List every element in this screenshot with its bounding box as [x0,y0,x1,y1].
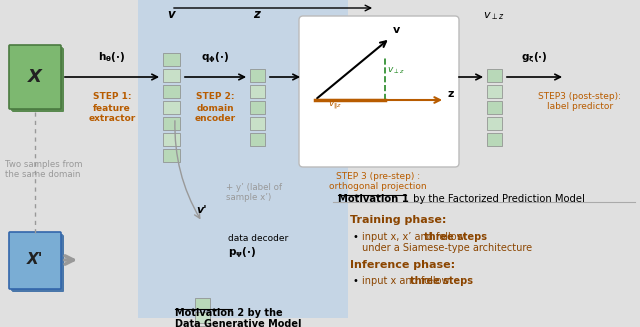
Text: three steps: three steps [410,276,473,286]
FancyBboxPatch shape [299,16,459,167]
Text: STEP 1:: STEP 1: [93,92,131,101]
Text: $v_{\perp z}$: $v_{\perp z}$ [387,65,404,76]
Bar [487,133,502,146]
Text: Data Generative Model: Data Generative Model [175,319,301,327]
Text: •: • [352,232,358,242]
Text: Inference phase:: Inference phase: [350,260,455,270]
FancyBboxPatch shape [9,232,61,289]
Bar [163,85,180,98]
Bar [250,133,265,146]
Text: v': v' [196,205,207,215]
Text: $\mathbf{h_\theta(\cdot)}$: $\mathbf{h_\theta(\cdot)}$ [99,50,125,64]
Text: v: v [167,8,175,21]
Text: Motivation 1: Motivation 1 [338,194,409,204]
Bar [487,117,502,130]
Text: Motivation 2 by the: Motivation 2 by the [175,308,283,318]
Text: STEP3 (post-step):: STEP3 (post-step): [538,92,621,101]
Bar [250,69,265,82]
FancyBboxPatch shape [12,48,64,112]
Text: $\mathbf{g_\xi(\cdot)}$: $\mathbf{g_\xi(\cdot)}$ [521,50,547,65]
Bar [163,101,180,114]
Text: X: X [28,68,42,86]
Text: Two samples from
the same domain: Two samples from the same domain [5,160,83,180]
Bar [163,53,180,66]
Text: STEP 2:: STEP 2: [196,92,234,101]
Text: + y’ (label of
sample x’): + y’ (label of sample x’) [226,183,282,202]
Text: orthogonal projection: orthogonal projection [329,182,427,191]
Text: •: • [352,276,358,286]
Text: encoder: encoder [195,114,236,123]
Bar [138,0,348,318]
FancyBboxPatch shape [12,235,64,292]
Text: by the Factorized Prediction Model: by the Factorized Prediction Model [410,194,585,204]
FancyBboxPatch shape [11,47,63,111]
Text: v: v [393,25,400,35]
Text: input x and follow: input x and follow [362,276,452,286]
Text: z: z [448,89,454,99]
Bar [163,117,180,130]
Text: extractor: extractor [88,114,136,123]
Bar [163,69,180,82]
Bar [195,312,210,323]
Text: $\mathbf{p_\psi(\cdot)}$: $\mathbf{p_\psi(\cdot)}$ [228,246,256,260]
Bar [163,149,180,162]
Text: STEP 3 (pre-step) :: STEP 3 (pre-step) : [336,172,420,181]
Bar [250,117,265,130]
Bar [487,69,502,82]
Text: $v_{\|z}$: $v_{\|z}$ [328,100,342,112]
Text: input x, x’ and follow: input x, x’ and follow [362,232,468,242]
Text: X': X' [27,252,43,267]
Bar [250,101,265,114]
Text: under a Siamese-type architecture: under a Siamese-type architecture [362,243,532,253]
Text: three steps: three steps [424,232,487,242]
Bar [487,85,502,98]
Bar [195,326,210,327]
Text: label predictor: label predictor [547,102,613,111]
FancyBboxPatch shape [11,234,63,291]
Bar [487,101,502,114]
Text: Training phase:: Training phase: [350,215,446,225]
Text: domain: domain [196,104,234,113]
Text: $v_{\perp z}$: $v_{\perp z}$ [483,10,504,22]
Bar [250,85,265,98]
Text: z: z [253,8,260,21]
Text: $\mathbf{q_\phi(\cdot)}$: $\mathbf{q_\phi(\cdot)}$ [201,50,229,65]
Text: feature: feature [93,104,131,113]
Bar [195,298,210,309]
Text: data decoder: data decoder [228,234,288,243]
Bar [163,133,180,146]
FancyBboxPatch shape [9,45,61,109]
